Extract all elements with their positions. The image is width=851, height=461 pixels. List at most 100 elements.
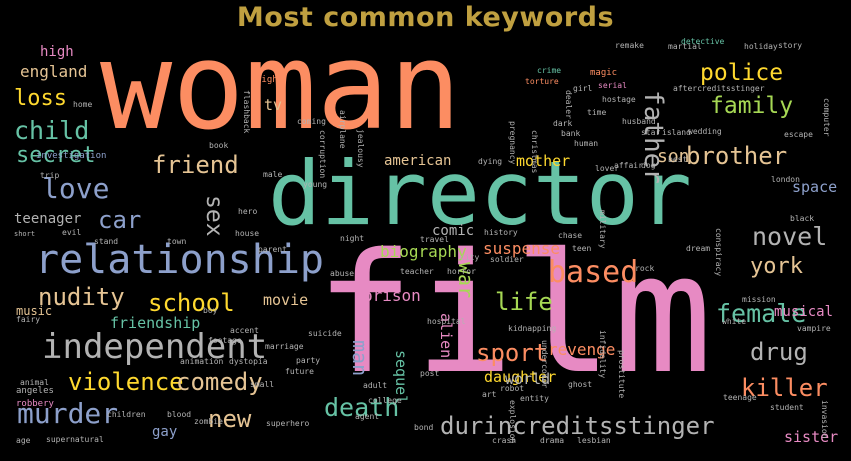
keyword-angeles: angeles bbox=[16, 386, 54, 396]
keyword-adult: adult bbox=[363, 381, 388, 390]
keyword-drama: drama bbox=[540, 436, 565, 445]
keyword-film: film bbox=[315, 218, 713, 410]
keyword-hostage: hostage bbox=[602, 95, 636, 104]
keyword-teenage: teenage bbox=[723, 393, 757, 402]
keyword-conspiracy: conspiracy bbox=[714, 228, 723, 277]
keyword-dystopia: dystopia bbox=[229, 357, 268, 366]
keyword-footage: footage bbox=[208, 336, 242, 345]
keyword-rock: rock bbox=[635, 264, 655, 273]
keyword-son: son bbox=[657, 146, 690, 167]
keyword-magic: magic bbox=[590, 68, 618, 78]
keyword-relationship: relationship bbox=[35, 237, 324, 283]
keyword-life: life bbox=[495, 288, 553, 316]
keyword-ghost: ghost bbox=[568, 380, 593, 389]
keyword-age: age bbox=[16, 436, 31, 445]
keyword-zombie: zombie bbox=[194, 417, 223, 426]
keyword-robbery: robbery bbox=[16, 399, 54, 409]
keyword-lesbian: lesbian bbox=[577, 436, 611, 445]
keyword-director: director bbox=[268, 142, 692, 245]
keyword-investigation: investigation bbox=[36, 151, 107, 161]
keyword-superhero: superhero bbox=[266, 419, 310, 428]
keyword-sequel: sequel bbox=[392, 350, 410, 405]
keyword-invasion: invasion bbox=[820, 400, 829, 439]
keyword-evil: evil bbox=[62, 228, 82, 237]
keyword-remake: remake bbox=[615, 41, 644, 50]
keyword-sport: sport bbox=[476, 339, 549, 367]
keyword-mission: mission bbox=[742, 295, 776, 304]
keyword-military: military bbox=[598, 210, 607, 249]
keyword-male: male bbox=[263, 170, 283, 179]
keyword-sister: sister bbox=[784, 428, 839, 446]
keyword-friendship: friendship bbox=[110, 314, 201, 332]
keyword-infidelity: infidelity bbox=[598, 330, 607, 379]
keyword-city: city bbox=[460, 253, 480, 262]
keyword-killer: killer bbox=[741, 374, 828, 402]
keyword-revenge: revenge bbox=[548, 340, 616, 359]
keyword-island: island bbox=[662, 128, 691, 137]
keyword-alien: alien bbox=[437, 313, 455, 359]
keyword-wedding: wedding bbox=[688, 127, 722, 136]
keyword-detective: detective bbox=[681, 37, 725, 46]
keyword-aftercreditsstinger: aftercreditsstinger bbox=[673, 84, 765, 93]
keyword-entity: entity bbox=[520, 394, 549, 403]
keyword-holiday: holiday bbox=[744, 42, 778, 51]
keyword-house: house bbox=[235, 229, 260, 238]
keyword-violence: violence bbox=[68, 368, 184, 396]
keyword-musical: musical bbox=[774, 304, 834, 320]
keyword-suspense: suspense bbox=[483, 239, 561, 258]
keyword-dying: dying bbox=[478, 157, 503, 166]
keyword-new: new bbox=[208, 405, 252, 433]
keyword-gay: gay bbox=[152, 424, 178, 440]
keyword-affair: affair bbox=[614, 161, 643, 170]
keyword-airplane: airplane bbox=[338, 110, 347, 149]
keyword-lover: lover bbox=[595, 164, 620, 173]
keyword-martial: martial bbox=[668, 42, 702, 51]
keyword-friend: friend bbox=[152, 151, 239, 179]
keyword-parent: parent bbox=[258, 245, 287, 254]
keyword-music: music bbox=[16, 304, 53, 318]
keyword-coming: coming bbox=[297, 117, 326, 126]
keyword-escape: escape bbox=[784, 130, 813, 139]
keyword-biography: biography bbox=[380, 242, 467, 261]
keyword-teen: teen bbox=[572, 244, 592, 253]
keyword-husband: husband bbox=[622, 117, 656, 126]
keyword-hero: hero bbox=[238, 207, 258, 216]
keyword-bank: bank bbox=[561, 129, 581, 138]
keyword-american: american bbox=[384, 153, 452, 169]
keyword-small: small bbox=[250, 380, 275, 389]
keyword-dream: dream bbox=[686, 244, 711, 253]
keyword-child: child bbox=[14, 116, 90, 145]
keyword-short: short bbox=[14, 230, 36, 238]
keyword-christmas: christmas bbox=[530, 130, 539, 174]
keyword-father: father bbox=[638, 90, 668, 184]
keyword-children: children bbox=[107, 410, 146, 419]
keyword-robot: robot bbox=[500, 384, 525, 393]
keyword-trip: trip bbox=[40, 171, 60, 180]
keyword-horror: horror bbox=[447, 267, 476, 276]
keyword-police: police bbox=[700, 60, 784, 86]
keyword-durincreditsstinger: durincreditsstinger bbox=[440, 412, 715, 440]
keyword-family: family bbox=[710, 93, 794, 119]
keyword-college: college bbox=[368, 396, 402, 405]
keyword-art: art bbox=[482, 390, 497, 399]
keyword-female: female bbox=[716, 299, 807, 328]
keyword-torture: torture bbox=[525, 77, 559, 86]
keyword-animation: animation bbox=[180, 357, 224, 366]
keyword-car: car bbox=[98, 206, 142, 234]
keyword-blood: blood bbox=[167, 410, 192, 419]
keyword-future: future bbox=[285, 367, 314, 376]
keyword-man: man bbox=[348, 340, 372, 377]
keyword-pregnancy: pregnancy bbox=[508, 121, 517, 165]
keyword-young: young bbox=[303, 180, 328, 189]
keyword-history: history bbox=[484, 228, 518, 237]
keyword-loss: loss bbox=[14, 86, 67, 111]
keyword-dog: dog bbox=[641, 161, 656, 170]
keyword-white: white bbox=[722, 317, 747, 326]
keyword-hospital: hospital bbox=[427, 317, 466, 326]
keyword-teacher: teacher bbox=[400, 267, 434, 276]
keyword-boy: boy bbox=[203, 306, 218, 315]
keyword-vampire: vampire bbox=[797, 324, 831, 333]
keyword-serial: serial bbox=[598, 81, 627, 90]
